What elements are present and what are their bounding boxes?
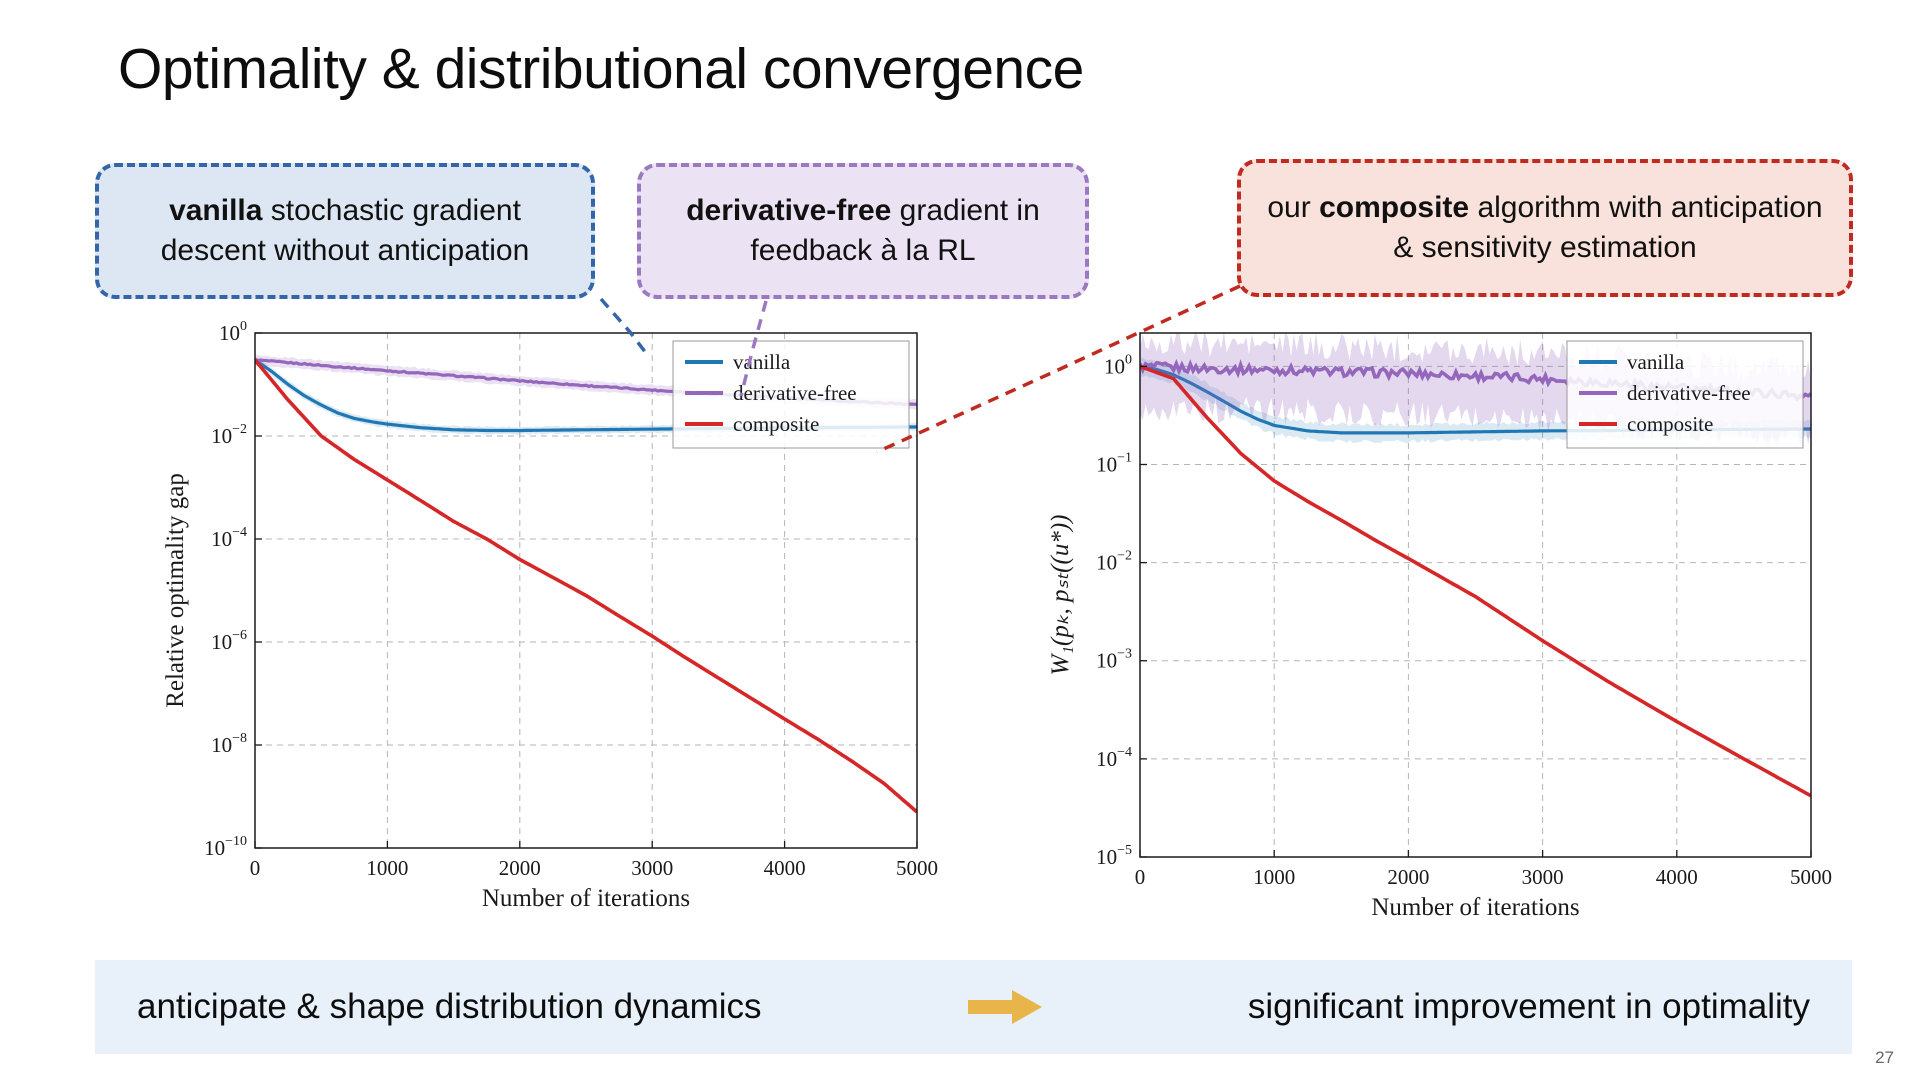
- y-tick-label: 10−5: [1096, 843, 1132, 869]
- series-line-composite: [1140, 364, 1811, 798]
- legend-label-vanilla: vanilla: [1627, 350, 1685, 374]
- arrow-right-shape: [967, 990, 1042, 1024]
- series-line-composite: [255, 358, 917, 814]
- x-tick-label: 0: [1135, 865, 1146, 889]
- x-tick-label: 2000: [499, 856, 541, 880]
- y-tick-label: 10−2: [211, 422, 247, 448]
- callout-composite-text: our composite algorithm with anticipatio…: [1267, 191, 1823, 264]
- y-tick-label: 100: [219, 319, 247, 345]
- y-axis-label: W₁(pₖ, pₛₜ((u*)): [1047, 515, 1074, 676]
- y-axis-label: Relative optimality gap: [162, 473, 189, 708]
- x-tick-label: 0: [250, 856, 261, 880]
- right-chart-wasserstein: 0 1000 2000 3000 4000 5000 100 10−1 10−2 10−3 10−4…: [1047, 332, 1832, 921]
- y-tick-label: 10−1: [1096, 450, 1132, 476]
- legend-label-vanilla: vanilla: [733, 350, 791, 374]
- legend-label-composite: composite: [1627, 412, 1713, 436]
- left-chart-optimality-gap: 0 1000 2000 3000 4000 5000 100 10−2 10−4 10−6 10−8…: [162, 319, 938, 912]
- x-tick-label: 4000: [1656, 865, 1698, 889]
- plot-frame: [1139, 332, 1812, 858]
- y-tick-label: 10−4: [1096, 745, 1132, 771]
- takeaway-bar: anticipate & shape distribution dynamics…: [95, 960, 1852, 1054]
- y-tick-label: 10−10: [204, 834, 247, 860]
- callout-vanilla-text: vanilla stochastic gradient descent with…: [160, 194, 530, 267]
- page-number: 27: [1875, 1048, 1894, 1067]
- y-tick-label: 10−6: [211, 628, 247, 654]
- x-tick-label: 5000: [1790, 865, 1832, 889]
- x-tick-label: 1000: [1253, 865, 1295, 889]
- y-tick-label: 10−8: [211, 731, 247, 757]
- legend-label-composite: composite: [733, 412, 819, 436]
- takeaway-right-text: significant improvement in optimality: [1247, 987, 1810, 1026]
- plot-frame: [254, 332, 918, 849]
- y-tick-label: 10−2: [1096, 549, 1132, 575]
- arrow-right-icon: [967, 990, 1042, 1024]
- y-tick-label: 10−4: [211, 525, 247, 551]
- callout-composite: our composite algorithm with anticipatio…: [1237, 159, 1853, 297]
- x-tick-label: 1000: [366, 856, 408, 880]
- takeaway-left-text: anticipate & shape distribution dynamics: [137, 987, 762, 1026]
- callout-derivative-free-text: derivative-free gradient in feedback à l…: [686, 194, 1040, 267]
- x-tick-label: 5000: [896, 856, 938, 880]
- y-tick-label: 10−3: [1096, 647, 1132, 673]
- callout-vanilla: vanilla stochastic gradient descent with…: [95, 163, 595, 299]
- y-tick-label: 100: [1104, 352, 1132, 378]
- x-axis-label: Number of iterations: [1371, 894, 1579, 921]
- legend-label-derivative-free: derivative-free: [733, 381, 857, 405]
- slide-title: Optimality & distributional convergence: [118, 37, 1084, 101]
- x-tick-label: 2000: [1387, 865, 1429, 889]
- x-axis-label: Number of iterations: [482, 885, 690, 912]
- x-tick-label: 3000: [1522, 865, 1564, 889]
- callout-derivative-free: derivative-free gradient in feedback à l…: [637, 163, 1089, 299]
- x-tick-label: 4000: [764, 856, 806, 880]
- x-tick-label: 3000: [631, 856, 673, 880]
- legend-label-derivative-free: derivative-free: [1627, 381, 1751, 405]
